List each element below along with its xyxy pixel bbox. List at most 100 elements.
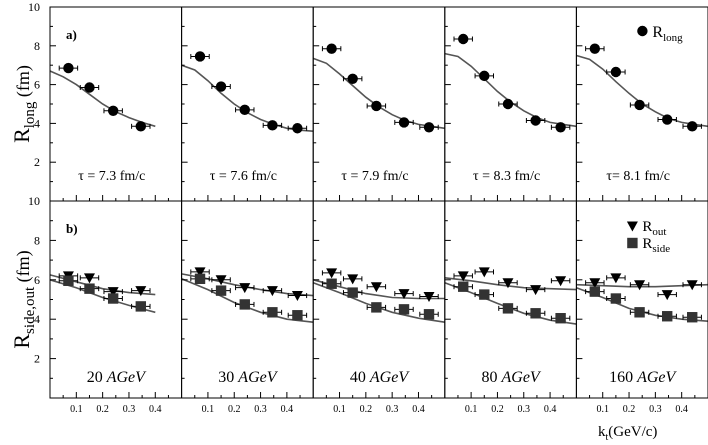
x-tick-label: 0.4 <box>281 404 294 415</box>
energy-label: 30 AGeV <box>218 369 278 386</box>
data-point <box>326 43 337 54</box>
legend-marker <box>626 221 638 232</box>
data-point <box>347 274 359 285</box>
data-point <box>291 291 303 302</box>
data-point <box>530 308 541 319</box>
data-point <box>107 287 119 298</box>
data-point <box>610 66 622 78</box>
data-point <box>371 302 382 313</box>
data-point <box>63 62 74 74</box>
data-point <box>458 33 469 45</box>
data-point <box>555 122 566 133</box>
fit-curve <box>312 57 445 130</box>
energy-label: 80 AGeV <box>481 369 541 386</box>
legend-label: Rout <box>642 219 666 238</box>
y-tick-label: 8 <box>34 39 40 53</box>
data-point <box>610 293 622 304</box>
y-tick-label: 6 <box>34 273 40 287</box>
tau-annotation: τ = 7.6 fm/c <box>210 169 277 184</box>
data-point <box>194 51 206 62</box>
data-point <box>423 292 435 303</box>
data-point <box>267 120 278 131</box>
data-point <box>662 311 673 322</box>
data-point <box>215 275 227 286</box>
data-point <box>530 285 542 296</box>
panel-tag: a) <box>66 27 77 42</box>
x-tick-label: 0.1 <box>596 404 609 415</box>
data-point <box>398 289 410 300</box>
x-axis-title: kt(GeV/c) <box>598 424 657 443</box>
fit-curve <box>181 64 314 132</box>
data-point <box>347 287 358 298</box>
panel-tag: b) <box>66 221 78 236</box>
data-point <box>83 273 95 284</box>
x-tick-label: 0.2 <box>96 404 109 415</box>
data-point <box>326 278 337 289</box>
data-point <box>634 280 646 291</box>
data-point <box>423 309 435 320</box>
y-tick-label: 10 <box>28 194 40 208</box>
data-point <box>589 286 601 297</box>
data-point <box>84 82 95 93</box>
data-point <box>634 307 645 318</box>
data-point <box>398 304 410 315</box>
data-point <box>107 105 119 116</box>
data-point <box>292 123 303 134</box>
data-point <box>347 73 358 84</box>
data-point <box>458 281 469 292</box>
data-point <box>63 275 74 286</box>
data-point <box>371 100 382 112</box>
fit-curve <box>576 283 708 288</box>
x-tick-label: 0.3 <box>254 404 267 415</box>
legend-label: Rside <box>642 236 670 255</box>
x-tick-label: 0.2 <box>360 404 373 415</box>
data-point <box>266 286 278 297</box>
data-point <box>589 278 601 289</box>
tau-annotation: τ = 8.3 fm/c <box>473 169 540 184</box>
x-tick-label: 0.4 <box>149 404 162 415</box>
data-point <box>555 276 567 287</box>
energy-label: 20 AGeV <box>87 369 147 386</box>
y-axis-title: Rside,out (fm) <box>9 250 38 348</box>
tau-annotation: τ = 7.9 fm/c <box>341 169 408 184</box>
data-point <box>634 99 645 111</box>
y-axis-title: Rlong (fm) <box>9 65 38 143</box>
y-tick-label: 6 <box>34 78 40 92</box>
data-point <box>267 307 278 318</box>
legend-label: Rlong <box>652 24 683 44</box>
data-point <box>194 267 206 278</box>
x-tick-label: 0.1 <box>333 404 346 415</box>
data-point <box>215 285 227 296</box>
data-point <box>661 290 673 301</box>
data-point <box>239 283 251 294</box>
x-tick-label: 0.2 <box>623 404 636 415</box>
fit-curve <box>444 277 577 291</box>
data-point <box>292 310 303 321</box>
data-point <box>239 104 250 116</box>
x-tick-label: 0.4 <box>412 404 425 415</box>
data-point <box>530 115 541 126</box>
data-point <box>423 122 435 133</box>
data-point <box>502 278 514 289</box>
energy-label: 40 AGeV <box>350 369 410 386</box>
data-point <box>589 43 601 54</box>
legend-marker <box>627 237 638 249</box>
data-point <box>398 117 410 128</box>
data-point <box>194 273 206 285</box>
x-tick-label: 0.2 <box>228 404 241 415</box>
data-point <box>479 289 490 300</box>
data-point <box>502 98 514 110</box>
fit-curve <box>576 54 708 128</box>
data-point <box>502 303 514 314</box>
data-point <box>687 121 698 132</box>
tau-annotation: τ= 8.1 fm/c <box>606 169 670 184</box>
y-tick-label: 4 <box>34 116 40 130</box>
data-point <box>135 121 147 132</box>
fit-curve <box>444 52 577 128</box>
x-tick-label: 0.1 <box>465 404 478 415</box>
data-point <box>84 283 95 294</box>
x-tick-label: 0.3 <box>123 404 136 415</box>
data-point <box>555 313 566 324</box>
data-point <box>135 286 147 297</box>
